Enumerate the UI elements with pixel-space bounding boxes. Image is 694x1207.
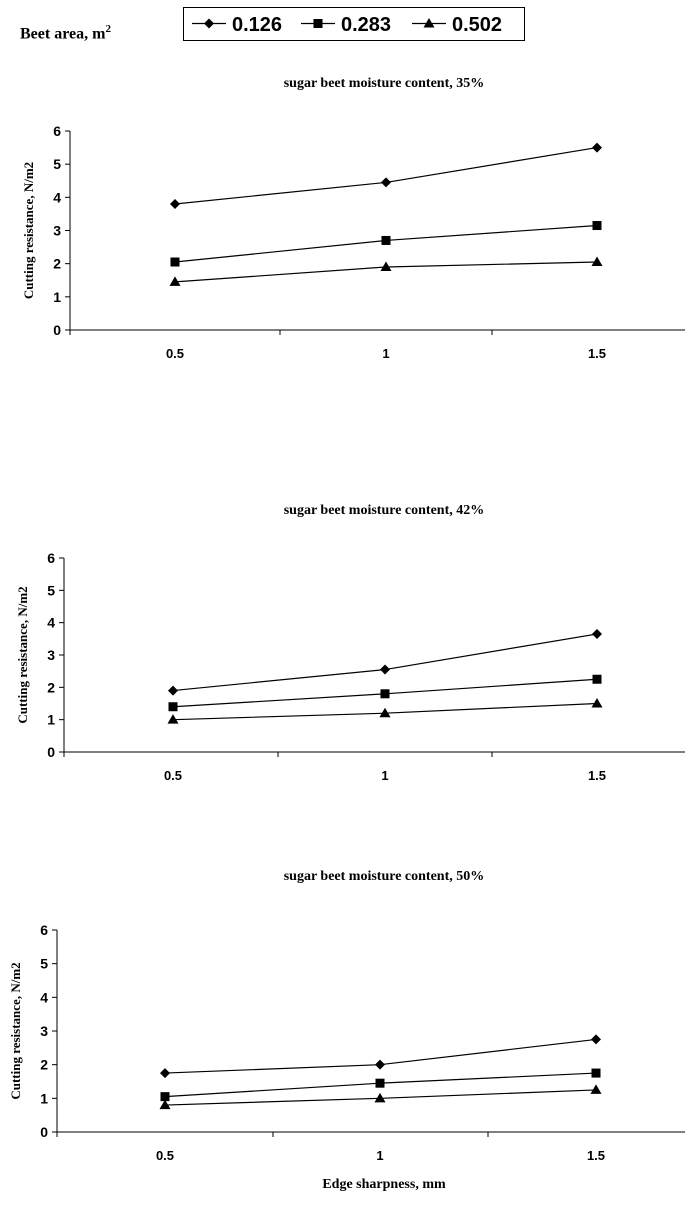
y-tick-label: 1 [53,289,61,305]
series-0_283 [170,221,602,267]
y-tick-label: 6 [47,550,55,566]
data-point-square [380,689,390,699]
data-point-triangle [169,276,181,286]
x-tick-label: 1.5 [588,346,606,361]
x-tick-label: 1.5 [588,768,606,783]
chart-title: sugar beet moisture content, 35% [284,76,485,91]
series-0_502 [169,256,603,286]
y-tick-label: 6 [53,123,61,139]
chart-title: sugar beet moisture content, 42% [284,503,485,518]
legend-title-superscript: 2 [105,23,111,35]
data-point-diamond [168,685,178,696]
data-point-square [592,674,602,684]
data-point-diamond [375,1059,385,1070]
y-tick-label: 0 [53,322,61,338]
y-tick-label: 6 [40,922,48,938]
legend-svg: 0.126 0.283 0.502 [192,14,502,36]
series-0_126 [168,628,602,696]
data-point-triangle [379,707,391,718]
y-axis-label: Cutting resistance, N/m2 [15,586,30,723]
chart-moisture-50: sugar beet moisture content, 50% Cutting … [8,869,685,1163]
data-point-diamond [592,628,602,639]
data-point-square [381,235,391,245]
x-tick-label: 1 [381,768,388,783]
x-tick-label: 0.5 [156,1148,174,1163]
y-tick-label: 3 [47,647,55,663]
y-tick-label: 5 [47,582,55,598]
data-point-triangle [590,1084,602,1094]
series-0_502 [159,1084,602,1110]
series-0_283 [168,674,602,712]
chart-moisture-42: sugar beet moisture content, 42% Cutting … [15,503,685,783]
legend-label: 0.283 [341,14,391,36]
y-axis-label: Cutting resistance, N/m2 [21,162,36,299]
y-tick-label: 1 [40,1090,48,1106]
legend-marker-triangle [423,18,435,28]
chart-moisture-35: sugar beet moisture content, 35% Cutting … [21,76,685,361]
y-tick-label: 4 [53,189,61,205]
y-tick-label: 2 [53,256,61,272]
legend-label: 0.126 [232,14,282,36]
data-point-square [168,702,178,712]
data-point-diamond [381,177,391,188]
y-tick-label: 4 [40,989,48,1005]
x-tick-label: 1 [382,346,389,361]
x-axis-title: Edge sharpness, mm [322,1177,446,1192]
data-point-square [591,1068,601,1078]
data-point-triangle [167,714,179,724]
y-axis-label: Cutting resistance, N/m2 [8,962,23,1099]
y-tick-label: 4 [47,615,55,631]
data-point-triangle [591,256,603,267]
y-tick-label: 1 [47,712,55,728]
legend-title: Beet area, m2 [20,23,111,43]
legend-area: Beet area, m2 0.126 0.283 0.502 [0,0,694,60]
data-point-triangle [374,1092,386,1103]
chart-title: sugar beet moisture content, 50% [284,869,485,884]
data-point-triangle [591,698,603,708]
y-tick-label: 0 [47,744,55,760]
data-point-diamond [592,142,602,153]
y-tick-label: 3 [40,1023,48,1039]
series-line [172,633,598,692]
y-tick-label: 2 [40,1057,48,1073]
data-point-square [592,221,602,231]
legend-entry-1: 0.126 [192,14,282,36]
y-tick-label: 5 [40,956,48,972]
data-point-diamond [170,198,180,209]
data-point-diamond [380,664,390,675]
legend-label: 0.502 [452,14,502,36]
data-point-triangle [380,261,392,271]
series-0_283 [160,1068,601,1102]
data-point-triangle [159,1099,171,1110]
series-line [174,146,598,205]
legend: 0.126 0.283 0.502 [183,7,525,41]
series-0_126 [160,1034,601,1079]
y-tick-label: 2 [47,679,55,695]
data-point-square [170,257,180,267]
legend-title-text: Beet area, m [20,25,106,43]
data-point-diamond [160,1068,170,1079]
data-point-square [375,1078,385,1088]
y-tick-label: 3 [53,223,61,239]
x-tick-label: 0.5 [164,768,182,783]
x-tick-label: 1 [376,1148,383,1163]
legend-entry-3: 0.502 [412,14,502,36]
data-point-square [160,1092,170,1102]
x-tick-label: 0.5 [166,346,184,361]
x-tick-label: 1.5 [587,1148,605,1163]
legend-marker-diamond [204,18,214,29]
legend-marker-square [313,19,323,28]
y-tick-label: 5 [53,156,61,172]
y-tick-label: 0 [40,1124,48,1140]
data-point-diamond [591,1034,601,1045]
legend-entry-2: 0.283 [301,14,391,36]
series-0_502 [167,698,603,724]
series-0_126 [170,142,602,209]
